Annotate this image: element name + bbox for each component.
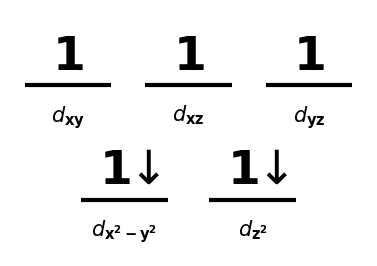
Text: $\mathbf{1}$: $\mathbf{1}$ xyxy=(99,149,131,194)
Text: $\mathbf{1}$: $\mathbf{1}$ xyxy=(52,35,84,80)
Text: $\mathbf{\mathit{d}_{x^2-y^2}}$: $\mathbf{\mathit{d}_{x^2-y^2}}$ xyxy=(91,218,158,245)
Text: $\mathbf{1}$: $\mathbf{1}$ xyxy=(227,149,259,194)
Text: $\downarrow$: $\downarrow$ xyxy=(119,149,160,194)
Text: $\mathbf{\mathit{d}_{z^2}}$: $\mathbf{\mathit{d}_{z^2}}$ xyxy=(238,218,268,242)
Text: $\mathbf{\mathit{d}_{xy}}$: $\mathbf{\mathit{d}_{xy}}$ xyxy=(51,104,85,131)
Text: $\downarrow$: $\downarrow$ xyxy=(247,149,288,194)
Text: $\mathbf{\mathit{d}_{xz}}$: $\mathbf{\mathit{d}_{xz}}$ xyxy=(172,104,205,127)
Text: $\mathbf{1}$: $\mathbf{1}$ xyxy=(293,35,325,80)
Text: $\mathbf{\mathit{d}_{yz}}$: $\mathbf{\mathit{d}_{yz}}$ xyxy=(293,104,325,131)
Text: $\mathbf{1}$: $\mathbf{1}$ xyxy=(173,35,204,80)
